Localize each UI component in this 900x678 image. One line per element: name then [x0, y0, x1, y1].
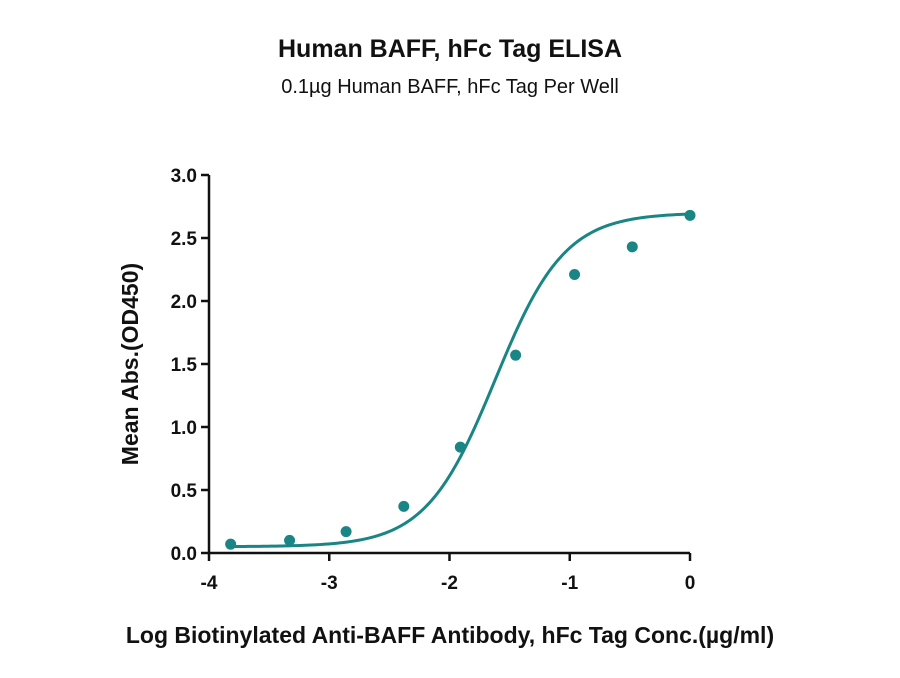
y-tick-label: 2.0 [171, 292, 197, 313]
x-axis-ticks: -4 -3 -2 -1 0 [201, 553, 696, 594]
y-tick-label: 2.5 [171, 229, 198, 250]
y-axis-label: Mean Abs.(OD450) [117, 263, 143, 465]
x-tick-label: -1 [561, 573, 578, 594]
data-point [340, 526, 352, 538]
y-axis-ticks: 0.0 0.5 1.0 1.5 2.0 2.5 3.0 [171, 166, 209, 565]
y-tick-label: 1.0 [171, 418, 197, 439]
data-point [398, 500, 410, 512]
data-point [225, 538, 237, 550]
y-tick-label: 3.0 [171, 166, 197, 187]
data-point [626, 241, 638, 253]
y-tick-label: 0.0 [171, 544, 197, 565]
chart-title: Human BAFF, hFc Tag ELISA [278, 35, 622, 63]
y-tick-label: 1.5 [171, 355, 198, 376]
x-axis-label: Log Biotinylated Anti-BAFF Antibody, hFc… [126, 622, 774, 648]
x-tick-label: -3 [321, 573, 338, 594]
data-point [454, 441, 466, 453]
fit-curve [230, 212, 691, 549]
data-point [284, 534, 296, 546]
data-point [684, 209, 696, 221]
data-points [225, 209, 696, 550]
y-tick-label: 0.5 [171, 481, 198, 502]
x-tick-label: -2 [441, 573, 458, 594]
data-point [510, 349, 522, 361]
chart-subtitle: 0.1µg Human BAFF, hFc Tag Per Well [281, 76, 619, 98]
x-tick-label: -4 [201, 573, 218, 594]
data-point [569, 269, 581, 281]
x-tick-label: 0 [685, 573, 696, 594]
plot-area: 0.0 0.5 1.0 1.5 2.0 2.5 3.0 -4 -3 -2 -1 0 [171, 166, 696, 594]
